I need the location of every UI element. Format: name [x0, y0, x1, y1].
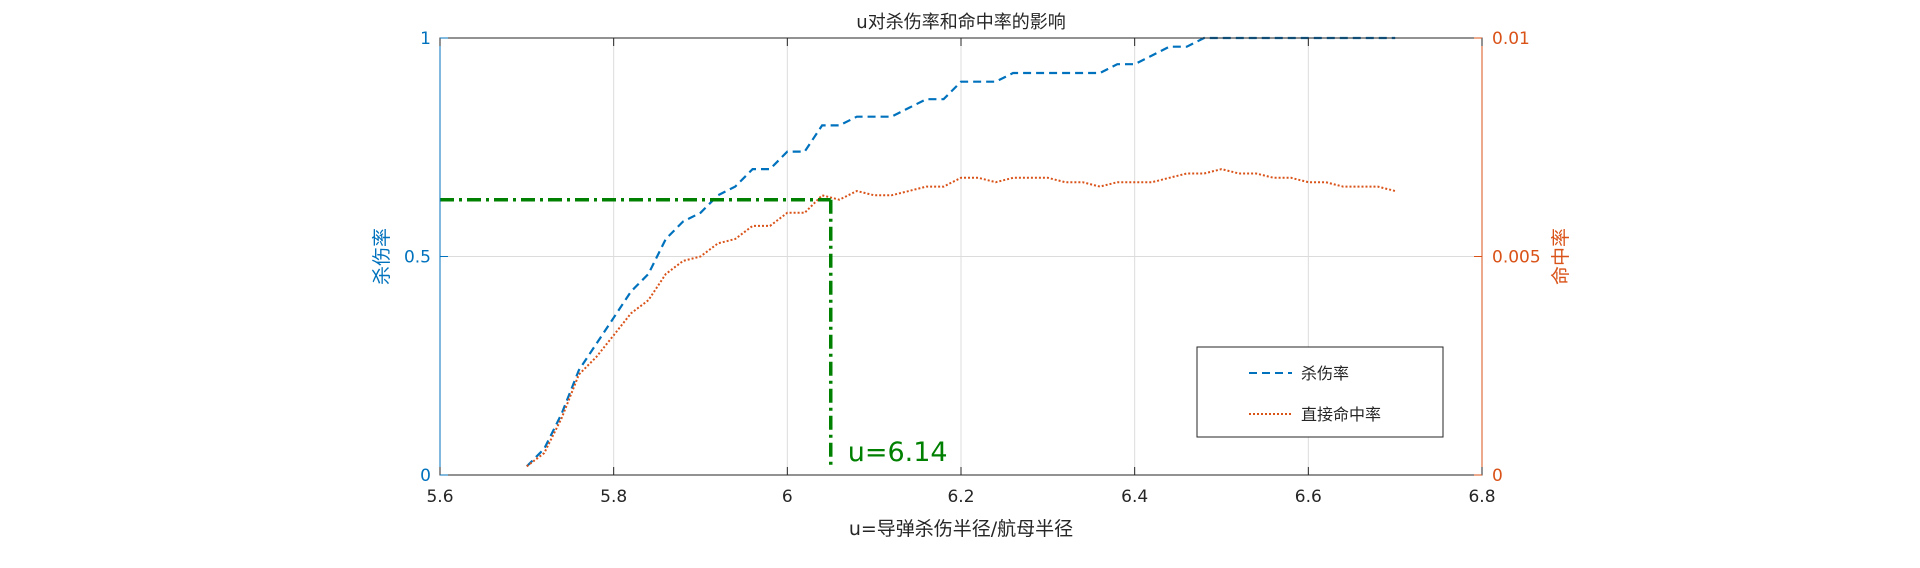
y-right-tick-label: 0.005	[1492, 248, 1541, 268]
y-axis-right-label: 命中率	[1550, 228, 1572, 285]
grid-lines	[440, 38, 1482, 475]
x-tick-label: 6.4	[1121, 487, 1148, 507]
series-line-hit-rate	[526, 168, 1396, 468]
x-tick-label: 6.8	[1468, 487, 1495, 507]
chart-title: u对杀伤率和命中率的影响	[856, 12, 1065, 33]
y-axis-left-label: 杀伤率	[371, 228, 393, 285]
x-tick-label: 5.8	[600, 487, 627, 507]
x-axis-label: u=导弹杀伤半径/航母半径	[849, 518, 1073, 540]
legend: 杀伤率 直接命中率	[1196, 346, 1444, 438]
legend-box	[1196, 346, 1444, 438]
x-tick-label: 6.2	[947, 487, 974, 507]
y-left-tick-label: 0.5	[404, 248, 431, 268]
legend-entry-kill-rate: 杀伤率	[1301, 364, 1349, 383]
annotation-label: u=6.14	[848, 437, 948, 468]
annotation-layer	[440, 197, 833, 469]
y-left-tick-label: 1	[420, 29, 431, 49]
x-tick-label: 6.6	[1295, 487, 1322, 507]
legend-entry-hit-rate: 直接命中率	[1301, 405, 1381, 424]
y-left-tick-label: 0	[420, 466, 431, 486]
x-tick-label: 6	[782, 487, 793, 507]
y-right-tick-label: 0	[1492, 466, 1503, 486]
x-tick-label: 5.6	[426, 487, 453, 507]
y-right-tick-label: 0.01	[1492, 29, 1530, 49]
